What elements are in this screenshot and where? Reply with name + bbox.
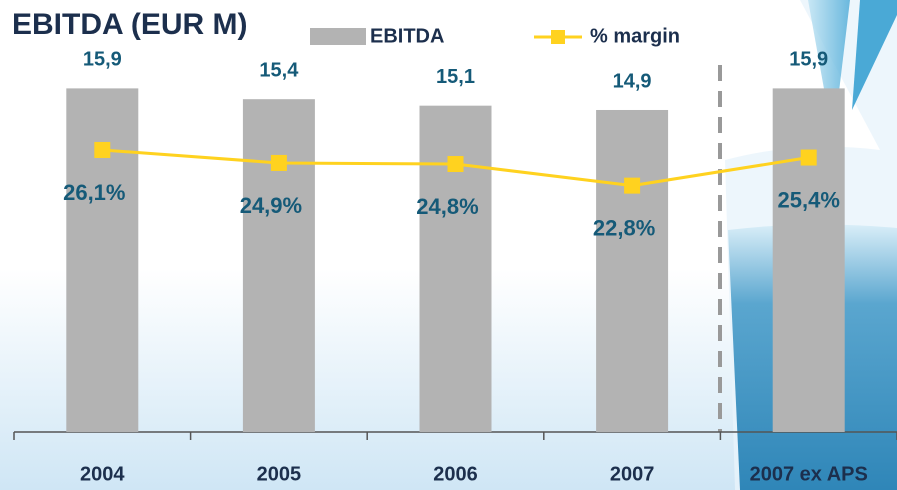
bar-value-label: 15,4 <box>259 59 299 81</box>
legend-swatch <box>310 28 366 45</box>
bar-value-label: 15,9 <box>789 49 828 71</box>
x-tick-label: 2007 ex APS <box>750 463 868 485</box>
legend-label: % margin <box>590 25 680 47</box>
bar-value-label: 14,9 <box>613 70 652 92</box>
margin-value-label: 24,8% <box>416 194 478 219</box>
legend-label: EBITDA <box>370 25 444 47</box>
bar-value-label: 15,1 <box>436 66 475 88</box>
x-tick-label: 2004 <box>80 463 125 485</box>
margin-marker <box>270 154 287 171</box>
margin-marker <box>94 141 111 158</box>
x-tick-label: 2007 <box>610 463 655 485</box>
bar <box>596 109 669 432</box>
margin-marker <box>447 156 464 173</box>
margin-value-label: 26,1% <box>63 180 125 205</box>
margin-marker <box>800 149 817 166</box>
margin-value-label: 25,4% <box>778 187 840 212</box>
bar <box>419 105 492 432</box>
margin-value-label: 22,8% <box>593 215 655 240</box>
legend-swatch <box>551 30 565 44</box>
bar <box>242 99 315 432</box>
bar-value-label: 15,9 <box>83 49 122 71</box>
margin-value-label: 24,9% <box>240 193 302 218</box>
x-tick-label: 2006 <box>433 463 478 485</box>
margin-marker <box>624 177 641 194</box>
chart-title: EBITDA (EUR M) <box>12 8 248 41</box>
bar <box>66 88 139 432</box>
x-tick-label: 2005 <box>257 463 302 485</box>
bar <box>772 88 845 432</box>
